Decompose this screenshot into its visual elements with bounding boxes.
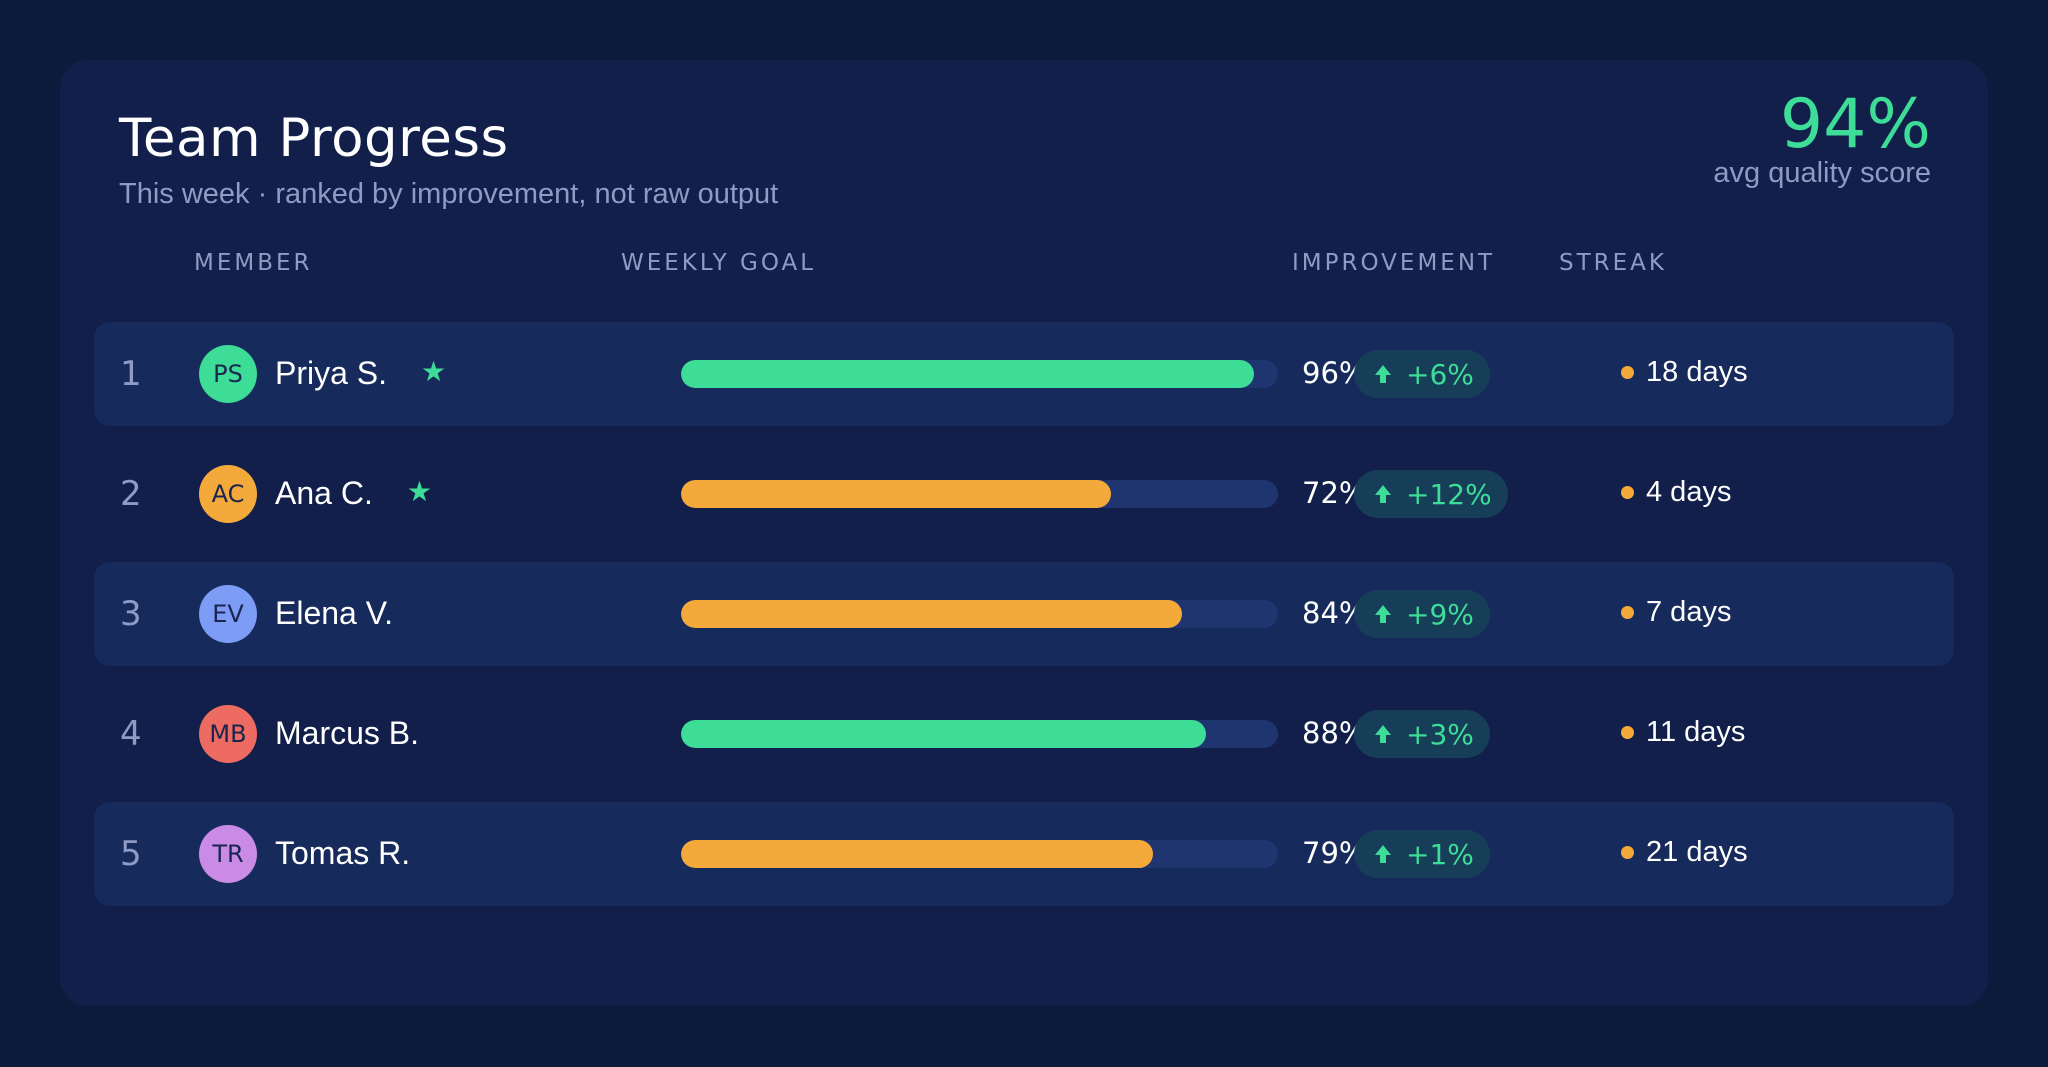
streak-value: 7 days <box>1646 596 1732 628</box>
streak: 11 days <box>1621 716 1745 749</box>
streak-dot-icon <box>1621 366 1634 379</box>
weekly-goal-bar <box>681 480 1278 508</box>
member-list: 1 PS Priya S. ★ 96% +6% 18 days 2 AC Ana… <box>94 322 1954 922</box>
weekly-goal-bar-fill <box>681 360 1255 388</box>
arrow-up-icon <box>1375 605 1391 623</box>
rank-number: 1 <box>120 354 142 394</box>
streak: 21 days <box>1621 836 1748 869</box>
rank-number: 3 <box>120 594 142 634</box>
improvement-value: +9% <box>1406 597 1474 631</box>
streak-value: 4 days <box>1646 476 1732 508</box>
streak-value: 18 days <box>1646 356 1748 388</box>
member-name: Priya S. <box>275 355 388 391</box>
improvement-badge: +6% <box>1354 350 1490 398</box>
member-name: Marcus B. <box>275 715 420 751</box>
avatar: PS <box>199 345 257 403</box>
improvement-value: +3% <box>1406 717 1474 751</box>
column-header-weekly-goal: WEEKLY GOAL <box>621 250 817 276</box>
star-icon: ★ <box>406 475 432 508</box>
streak-dot-icon <box>1621 726 1634 739</box>
avatar: TR <box>199 825 257 883</box>
member-name: Tomas R. <box>275 835 411 871</box>
rank-number: 4 <box>120 714 142 754</box>
column-header-member: MEMBER <box>194 250 313 276</box>
quality-score: 94% avg quality score <box>1713 82 1931 190</box>
improvement-value: +6% <box>1406 357 1474 391</box>
weekly-goal-bar <box>681 360 1278 388</box>
streak-dot-icon <box>1621 606 1634 619</box>
page-subtitle: This week · ranked by improvement, not r… <box>119 178 779 210</box>
arrow-up-icon <box>1375 725 1391 743</box>
rank-number: 5 <box>120 834 142 874</box>
star-icon: ★ <box>421 355 447 388</box>
arrow-up-icon <box>1375 485 1391 503</box>
member-row[interactable]: 1 PS Priya S. ★ 96% +6% 18 days <box>94 322 1954 426</box>
streak-dot-icon <box>1621 486 1634 499</box>
improvement-badge: +12% <box>1354 470 1508 518</box>
weekly-goal-bar <box>681 720 1278 748</box>
streak-value: 21 days <box>1646 836 1748 868</box>
team-progress-card: Team Progress This week · ranked by impr… <box>60 60 1988 1006</box>
quality-score-value: 94% <box>1779 85 1931 164</box>
arrow-up-icon <box>1375 845 1391 863</box>
avatar: MB <box>199 705 257 763</box>
member-row[interactable]: 4 MB Marcus B. 88% +3% 11 days <box>94 682 1954 786</box>
weekly-goal-bar-fill <box>681 480 1111 508</box>
quality-score-label: avg quality score <box>1713 157 1931 189</box>
improvement-value: +1% <box>1406 837 1474 871</box>
member-row[interactable]: 5 TR Tomas R. 79% +1% 21 days <box>94 802 1954 906</box>
avatar: AC <box>199 465 257 523</box>
improvement-value: +12% <box>1406 477 1492 511</box>
streak: 7 days <box>1621 596 1731 629</box>
weekly-goal-bar-fill <box>681 720 1207 748</box>
member-name: Ana C. <box>275 475 373 511</box>
streak-dot-icon <box>1621 846 1634 859</box>
rank-number: 2 <box>120 474 142 514</box>
avatar: EV <box>199 585 257 643</box>
page-title: Team Progress <box>119 108 509 169</box>
member-name: Elena V. <box>275 595 394 631</box>
weekly-goal-bar-fill <box>681 840 1153 868</box>
weekly-goal-bar <box>681 600 1278 628</box>
member-row[interactable]: 2 AC Ana C. ★ 72% +12% 4 days <box>94 442 1954 546</box>
streak: 4 days <box>1621 476 1731 509</box>
improvement-badge: +3% <box>1354 710 1490 758</box>
streak: 18 days <box>1621 356 1748 389</box>
member-row[interactable]: 3 EV Elena V. 84% +9% 7 days <box>94 562 1954 666</box>
improvement-badge: +1% <box>1354 830 1490 878</box>
arrow-up-icon <box>1375 365 1391 383</box>
improvement-badge: +9% <box>1354 590 1490 638</box>
weekly-goal-bar <box>681 840 1278 868</box>
column-header-streak: STREAK <box>1559 250 1667 276</box>
weekly-goal-bar-fill <box>681 600 1183 628</box>
column-header-improvement: IMPROVEMENT <box>1292 250 1496 276</box>
streak-value: 11 days <box>1646 716 1746 748</box>
